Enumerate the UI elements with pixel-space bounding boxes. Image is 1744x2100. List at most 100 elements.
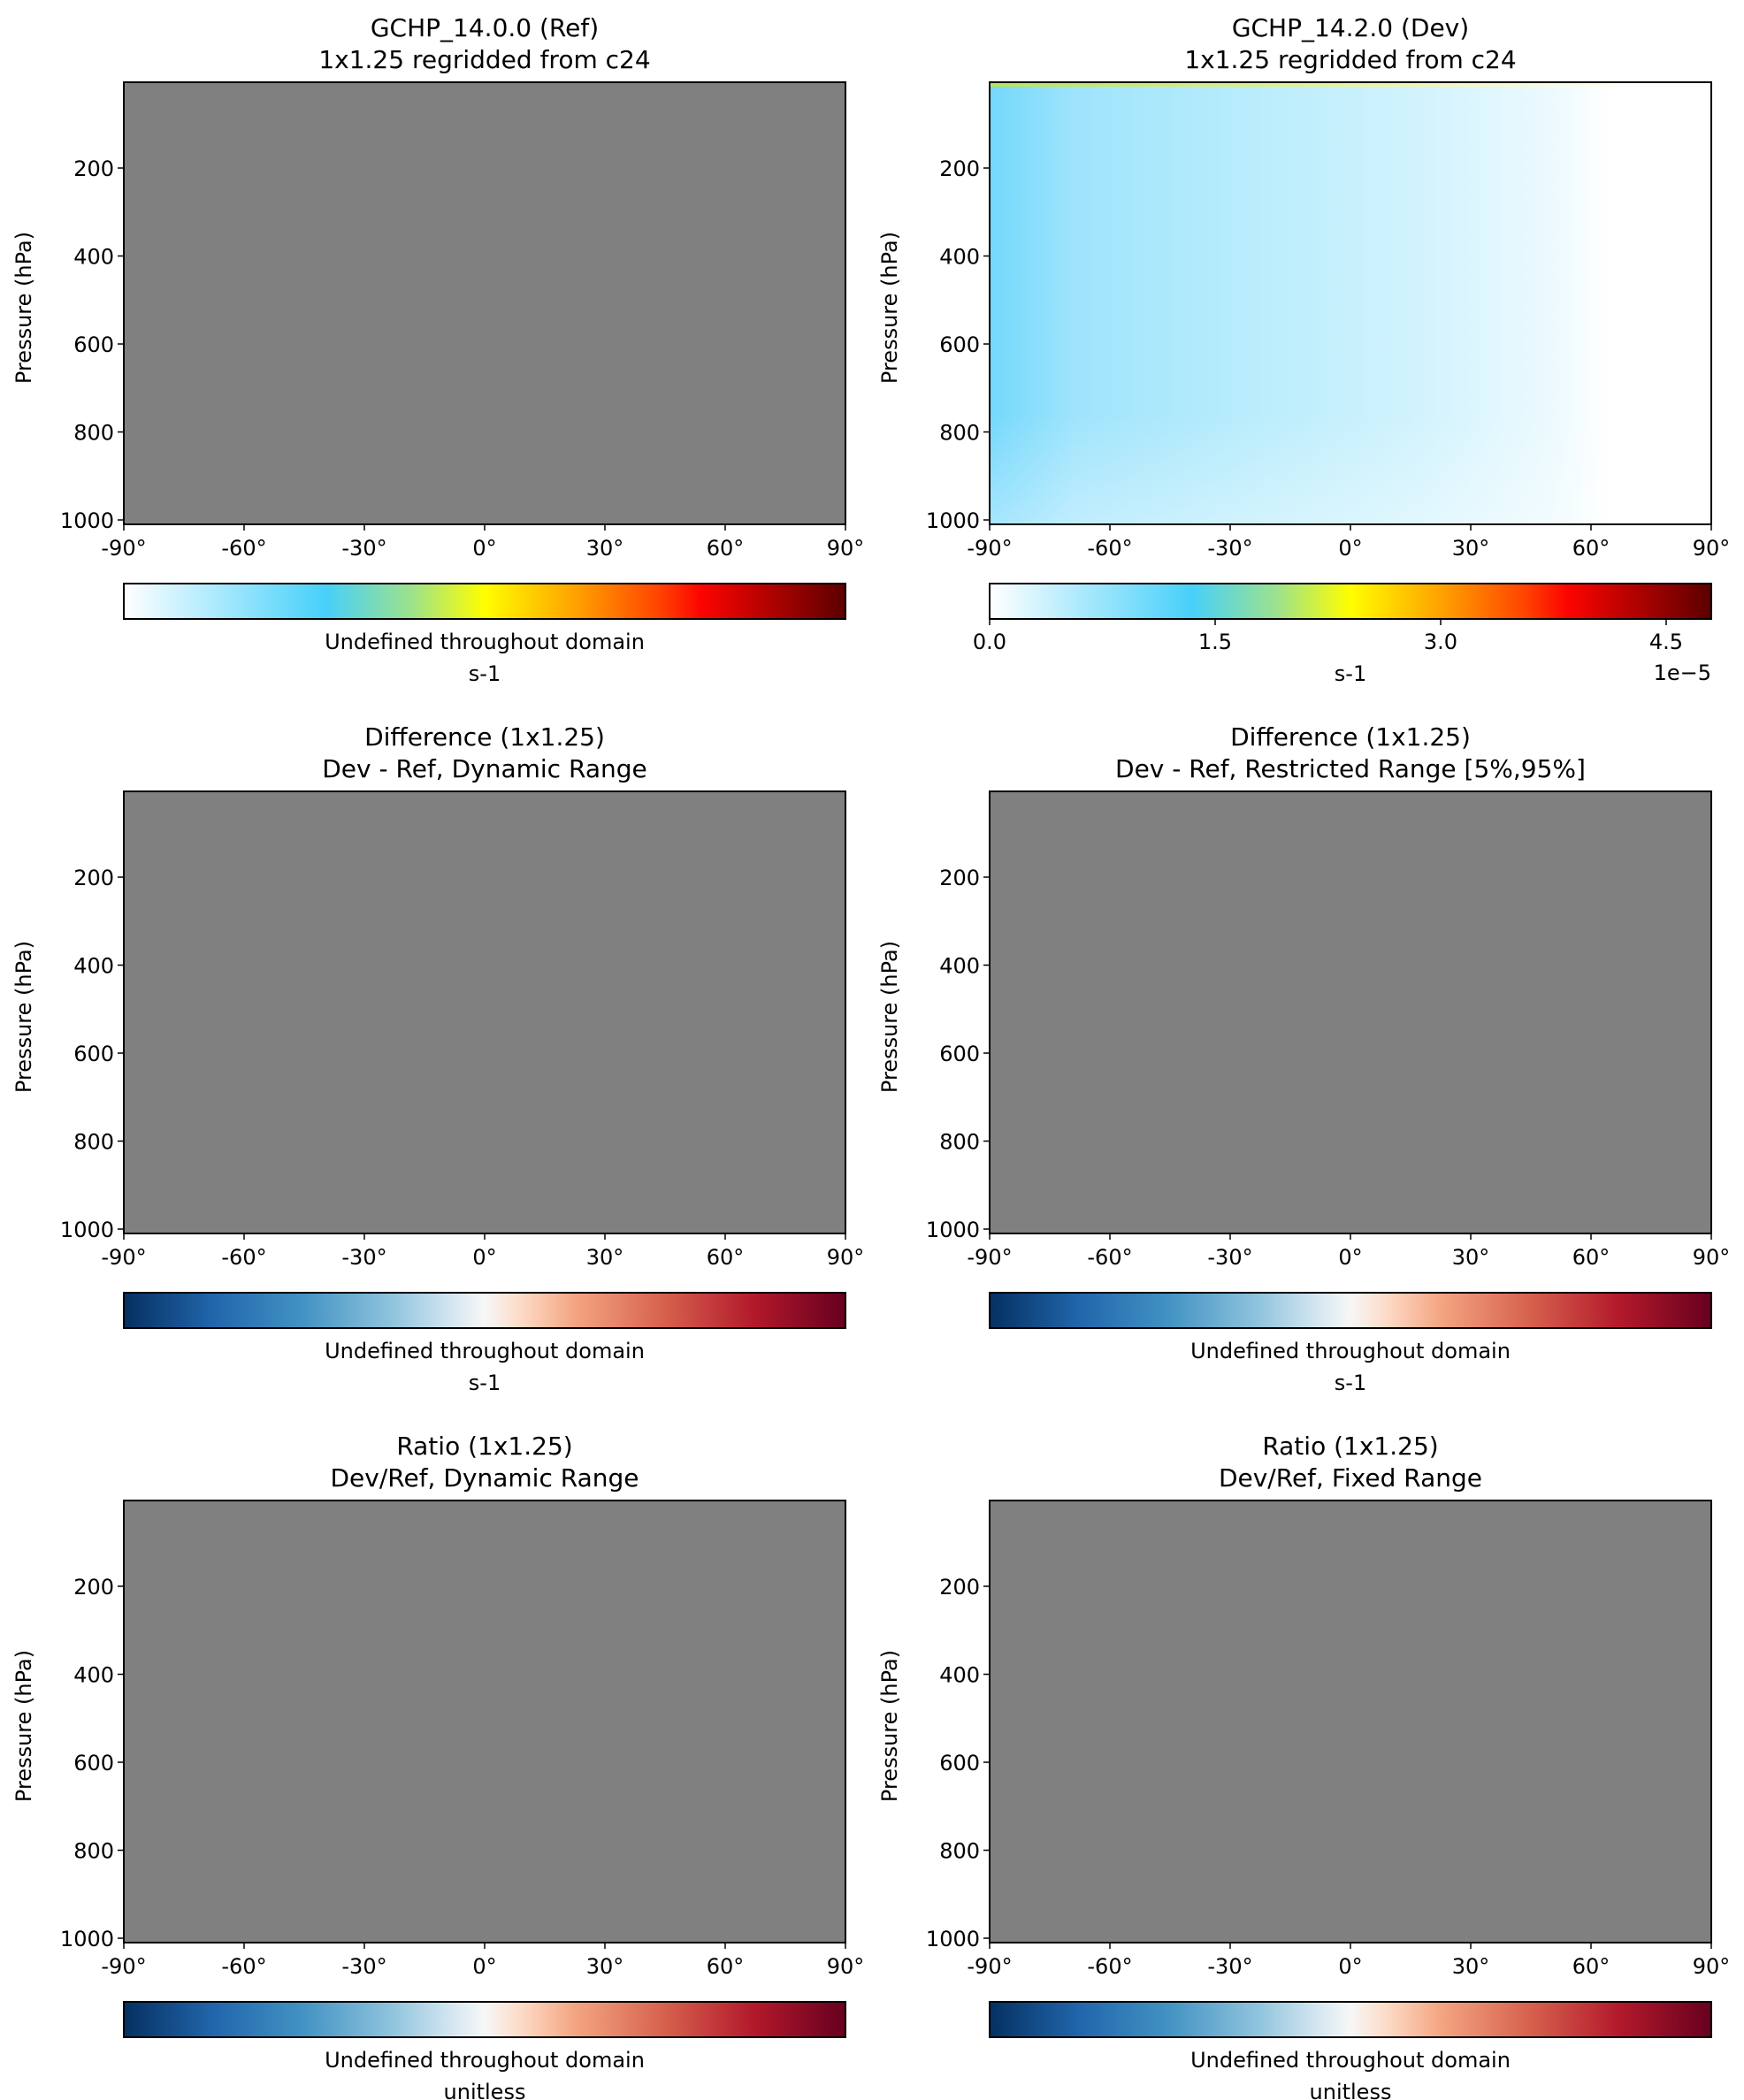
y-tick-label: 1000 xyxy=(926,1218,980,1242)
x-tick-label: -30° xyxy=(1207,1245,1252,1270)
colorbar-offset-label: 1e−5 xyxy=(1654,661,1711,685)
colorbar-label: Undefined throughout domain xyxy=(325,1339,645,1363)
panel-title: GCHP_14.2.0 (Dev) xyxy=(1232,13,1469,42)
y-tick-label: 800 xyxy=(939,1130,980,1155)
heatmap-top-band xyxy=(990,82,1711,87)
x-tick-label: -60° xyxy=(221,1954,266,1979)
x-tick-label: 30° xyxy=(586,1245,624,1270)
y-tick-label: 800 xyxy=(939,421,980,446)
heatmap-field xyxy=(124,82,845,524)
x-tick-label: 90° xyxy=(1693,1245,1731,1270)
x-tick-label: 0° xyxy=(1338,536,1362,561)
colorbar-label: Undefined throughout domain xyxy=(1190,1339,1511,1363)
x-tick-label: 0° xyxy=(472,536,496,561)
x-tick-label: 60° xyxy=(707,536,745,561)
x-tick-label: -30° xyxy=(341,1245,386,1270)
y-tick-label: 600 xyxy=(939,1751,980,1775)
y-tick-label: 1000 xyxy=(60,1218,114,1242)
y-tick-label: 400 xyxy=(73,954,114,979)
panel-title: Difference (1x1.25) xyxy=(1230,722,1471,752)
y-axis-label: Pressure (hPa) xyxy=(877,232,902,384)
x-tick-label: 30° xyxy=(586,536,624,561)
heatmap-field xyxy=(124,791,845,1233)
x-tick-label: 60° xyxy=(707,1245,745,1270)
colorbar-label: Undefined throughout domain xyxy=(325,2048,645,2073)
y-tick-label: 600 xyxy=(73,332,114,357)
x-tick-label: 60° xyxy=(1572,1245,1610,1270)
y-tick-label: 1000 xyxy=(60,508,114,533)
colorbar-tick-label: 3.0 xyxy=(1424,630,1457,654)
y-axis-label: Pressure (hPa) xyxy=(877,941,902,1093)
x-tick-label: 0° xyxy=(472,1245,496,1270)
y-tick-label: 200 xyxy=(73,1575,114,1600)
x-tick-label: -90° xyxy=(101,536,146,561)
y-tick-label: 1000 xyxy=(60,1927,114,1951)
x-tick-label: 90° xyxy=(827,1954,865,1979)
panel-subtitle: Dev/Ref, Dynamic Range xyxy=(330,1463,639,1493)
colorbar xyxy=(989,583,1712,620)
y-tick-label: 1000 xyxy=(926,1927,980,1951)
panel-4: Ratio (1x1.25)Dev/Ref, Dynamic Range 200 4… xyxy=(11,1432,864,2100)
panel-subtitle: 1x1.25 regridded from c24 xyxy=(1184,45,1516,74)
colorbar-units: s-1 xyxy=(1335,1371,1366,1395)
x-tick-label: 60° xyxy=(1572,1954,1610,1979)
x-tick-label: -60° xyxy=(221,536,266,561)
colorbar-tick-label: 4.5 xyxy=(1649,630,1683,654)
colorbar-tick-label: 0.0 xyxy=(973,630,1006,654)
colorbar xyxy=(123,1292,846,1329)
colorbar-label: Undefined throughout domain xyxy=(325,630,645,654)
x-tick-label: -90° xyxy=(967,1245,1012,1270)
colorbar-units: unitless xyxy=(1310,2080,1392,2100)
x-tick-label: 60° xyxy=(707,1954,745,1979)
colorbar-tick-label: 1.5 xyxy=(1198,630,1232,654)
panel-5: Ratio (1x1.25)Dev/Ref, Fixed Range 200 400… xyxy=(877,1432,1730,2100)
colorbar-units: s-1 xyxy=(1335,661,1366,686)
colorbar-units: unitless xyxy=(444,2080,526,2100)
colorbar-units: s-1 xyxy=(469,661,501,686)
x-tick-label: -60° xyxy=(1087,1954,1132,1979)
panel-subtitle: Dev - Ref, Dynamic Range xyxy=(322,754,646,783)
y-tick-label: 800 xyxy=(73,421,114,446)
y-tick-label: 600 xyxy=(73,1042,114,1066)
panel-title: Ratio (1x1.25) xyxy=(1262,1432,1438,1461)
panel-1: GCHP_14.2.0 (Dev) 1x1.25 regridded from c… xyxy=(877,13,1730,686)
y-tick-label: 200 xyxy=(939,1575,980,1600)
y-tick-label: 200 xyxy=(73,157,114,181)
colorbar xyxy=(989,2001,1712,2038)
colorbar-units: s-1 xyxy=(469,1371,501,1395)
x-tick-label: 0° xyxy=(1338,1954,1362,1979)
panel-3: Difference (1x1.25)Dev - Ref, Restricted… xyxy=(877,722,1730,1395)
y-tick-label: 1000 xyxy=(926,508,980,533)
y-axis-label: Pressure (hPa) xyxy=(11,232,36,384)
panel-0: GCHP_14.0.0 (Ref) 1x1.25 regridded from c… xyxy=(11,13,864,686)
x-tick-label: -30° xyxy=(341,1954,386,1979)
y-tick-label: 400 xyxy=(939,245,980,270)
x-tick-label: -90° xyxy=(101,1245,146,1270)
x-tick-label: 0° xyxy=(472,1954,496,1979)
x-tick-label: 90° xyxy=(1693,1954,1731,1979)
x-tick-label: -90° xyxy=(101,1954,146,1979)
colorbar-label: Undefined throughout domain xyxy=(1190,2048,1511,2073)
colorbar xyxy=(123,2001,846,2038)
x-tick-label: -90° xyxy=(967,1954,1012,1979)
x-tick-label: 30° xyxy=(1452,1954,1490,1979)
x-tick-label: 90° xyxy=(827,1245,865,1270)
x-tick-label: 60° xyxy=(1572,536,1610,561)
y-tick-label: 400 xyxy=(73,1663,114,1688)
panel-subtitle: Dev - Ref, Restricted Range [5%,95%] xyxy=(1115,754,1586,783)
heatmap-shading xyxy=(990,82,1711,524)
y-axis-label: Pressure (hPa) xyxy=(11,1650,36,1802)
x-tick-label: -90° xyxy=(967,536,1012,561)
panel-title: Difference (1x1.25) xyxy=(364,722,605,752)
panel-2: Difference (1x1.25)Dev - Ref, Dynamic Ra… xyxy=(11,722,864,1395)
y-axis-label: Pressure (hPa) xyxy=(11,941,36,1093)
x-tick-label: 0° xyxy=(1338,1245,1362,1270)
x-tick-label: -30° xyxy=(341,536,386,561)
x-tick-label: 30° xyxy=(1452,536,1490,561)
y-tick-label: 800 xyxy=(73,1130,114,1155)
y-tick-label: 200 xyxy=(939,866,980,890)
colorbar xyxy=(989,1292,1712,1329)
y-tick-label: 400 xyxy=(73,245,114,270)
y-tick-label: 400 xyxy=(939,1663,980,1688)
y-tick-label: 800 xyxy=(939,1839,980,1864)
